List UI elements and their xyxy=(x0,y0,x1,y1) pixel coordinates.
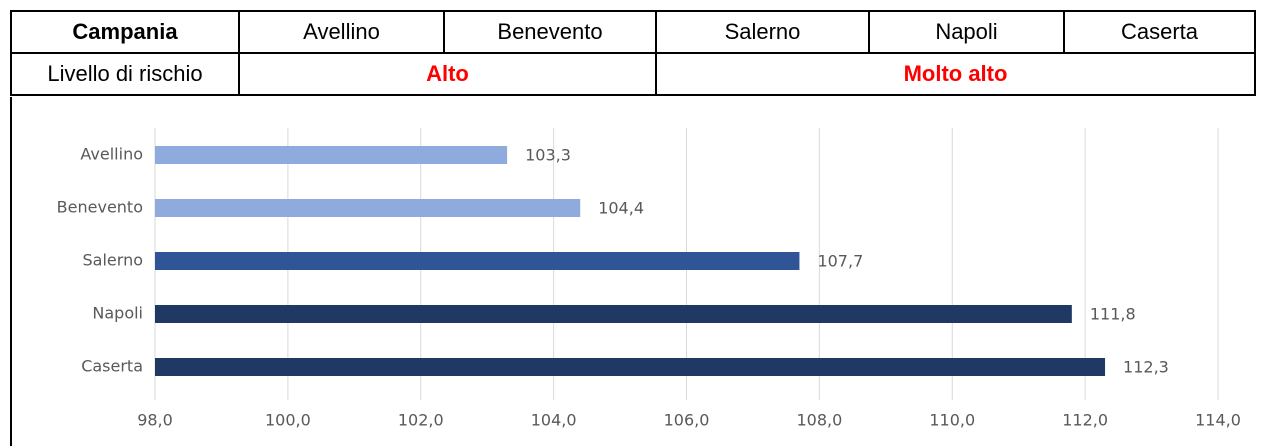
x-tick-label: 100,0 xyxy=(265,411,311,430)
x-tick-label: 108,0 xyxy=(796,411,842,430)
y-tick-label: Benevento xyxy=(57,198,143,217)
y-tick-label: Salerno xyxy=(83,251,143,270)
value-label: 104,4 xyxy=(598,199,644,218)
y-tick-label: Napoli xyxy=(92,304,143,323)
value-label: 107,7 xyxy=(817,252,863,271)
bar xyxy=(155,358,1106,376)
risk-cell: Molto alto xyxy=(655,52,1256,96)
bar xyxy=(155,305,1072,323)
bar xyxy=(155,146,508,164)
table-cell: Napoli xyxy=(868,10,1065,54)
x-tick-label: 98,0 xyxy=(137,411,173,430)
risk-cell: Alto xyxy=(238,52,657,96)
x-tick-label: 114,0 xyxy=(1195,411,1241,430)
y-tick-label: Avellino xyxy=(80,145,143,164)
table-row: Livello di rischio Alto Molto alto xyxy=(10,52,1256,96)
table-cell: Benevento xyxy=(443,10,657,54)
risk-table: Campania Avellino Benevento Salerno Napo… xyxy=(10,10,1256,96)
x-tick-label: 110,0 xyxy=(929,411,975,430)
table-cell: Avellino xyxy=(238,10,445,54)
x-tick-label: 102,0 xyxy=(398,411,444,430)
table-cell: Salerno xyxy=(655,10,870,54)
bar xyxy=(155,199,581,217)
x-tick-label: 106,0 xyxy=(664,411,710,430)
value-label: 111,8 xyxy=(1090,305,1136,324)
bar xyxy=(155,252,800,270)
table-cell: Livello di rischio xyxy=(10,52,240,96)
x-tick-label: 112,0 xyxy=(1062,411,1108,430)
table-cell: Campania xyxy=(10,10,240,54)
table-header-row: Campania Avellino Benevento Salerno Napo… xyxy=(10,10,1256,54)
y-tick-label: Caserta xyxy=(81,357,143,376)
table-cell: Caserta xyxy=(1063,10,1256,54)
value-label: 103,3 xyxy=(525,146,571,165)
x-tick-label: 104,0 xyxy=(531,411,577,430)
value-label: 112,3 xyxy=(1123,358,1169,377)
